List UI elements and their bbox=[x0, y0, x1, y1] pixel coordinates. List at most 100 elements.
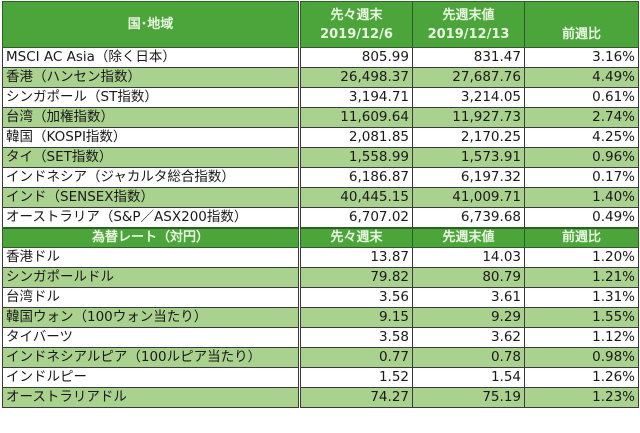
currency-name: タイバーツ bbox=[2, 327, 300, 348]
prev-header: 先週末値 2019/12/13 bbox=[412, 1, 525, 48]
prev2-value: 11,609.64 bbox=[298, 107, 413, 128]
index-name: 香港（ハンセン指数） bbox=[2, 67, 300, 88]
prev2-value: 0.77 bbox=[298, 347, 413, 368]
fx-title-header: 為替レート（対円） bbox=[2, 227, 300, 248]
prev2-value: 26,498.37 bbox=[298, 67, 413, 88]
fx-prev2-header: 先々週末 bbox=[298, 227, 413, 248]
change-value: 1.21% bbox=[524, 267, 639, 288]
currency-name: インドネシアルピア（100ルピア当たり） bbox=[2, 347, 300, 368]
change-value: 1.40% bbox=[524, 187, 639, 208]
prev-value: 41,009.71 bbox=[412, 187, 525, 208]
table-row: タイ（SET指数） 1,558.99 1,573.91 0.96% bbox=[2, 147, 639, 168]
index-name: インドネシア（ジャカルタ総合指数） bbox=[2, 167, 300, 188]
table-row: 韓国（KOSPI指数） 2,081.85 2,170.25 4.25% bbox=[2, 127, 639, 148]
table-row: インドルピー 1.52 1.54 1.26% bbox=[2, 367, 639, 388]
prev2-value: 3,194.71 bbox=[298, 87, 413, 108]
prev-value: 2,170.25 bbox=[412, 127, 525, 148]
prev2-value: 1,558.99 bbox=[298, 147, 413, 168]
table-row: タイバーツ 3.58 3.62 1.12% bbox=[2, 327, 639, 348]
currency-name: 韓国ウォン（100ウォン当たり） bbox=[2, 307, 300, 328]
currency-name: インドルピー bbox=[2, 367, 300, 388]
prev-label: 先週末値 bbox=[442, 7, 495, 23]
prev2-value: 3.58 bbox=[298, 327, 413, 348]
prev-value: 1.54 bbox=[412, 367, 525, 388]
prev-value: 6,197.32 bbox=[412, 167, 525, 188]
table-row: オーストラリアドル 74.27 75.19 1.23% bbox=[2, 387, 639, 408]
change-value: 1.31% bbox=[524, 287, 639, 308]
prev-value: 80.79 bbox=[412, 267, 525, 288]
change-value: 2.74% bbox=[524, 107, 639, 128]
currency-name: 香港ドル bbox=[2, 247, 300, 268]
table-row: 台湾ドル 3.56 3.61 1.31% bbox=[2, 287, 639, 308]
prev-date: 2019/12/13 bbox=[427, 26, 510, 42]
prev2-value: 2,081.85 bbox=[298, 127, 413, 148]
change-value: 3.16% bbox=[524, 47, 639, 68]
change-value: 0.96% bbox=[524, 147, 639, 168]
change-value: 1.20% bbox=[524, 247, 639, 268]
table-row: 韓国ウォン（100ウォン当たり） 9.15 9.29 1.55% bbox=[2, 307, 639, 328]
table-row: インドネシア（ジャカルタ総合指数） 6,186.87 6,197.32 0.17… bbox=[2, 167, 639, 188]
prev2-value: 3.56 bbox=[298, 287, 413, 308]
change-value: 1.55% bbox=[524, 307, 639, 328]
table-row: 台湾（加権指数） 11,609.64 11,927.73 2.74% bbox=[2, 107, 639, 128]
currency-name: オーストラリアドル bbox=[2, 387, 300, 408]
prev2-label: 先々週末 bbox=[330, 7, 383, 23]
change-value: 4.25% bbox=[524, 127, 639, 148]
change-value: 0.17% bbox=[524, 167, 639, 188]
index-name: 韓国（KOSPI指数） bbox=[2, 127, 300, 148]
prev-value: 75.19 bbox=[412, 387, 525, 408]
prev-value: 27,687.76 bbox=[412, 67, 525, 88]
prev-value: 3,214.05 bbox=[412, 87, 525, 108]
prev-value: 3.61 bbox=[412, 287, 525, 308]
change-value: 1.12% bbox=[524, 327, 639, 348]
index-name: インド（SENSEX指数） bbox=[2, 187, 300, 208]
change-value: 0.98% bbox=[524, 347, 639, 368]
index-name: 台湾（加権指数） bbox=[2, 107, 300, 128]
prev2-value: 74.27 bbox=[298, 387, 413, 408]
change-value: 1.23% bbox=[524, 387, 639, 408]
table-row: インドネシアルピア（100ルピア当たり） 0.77 0.78 0.98% bbox=[2, 347, 639, 368]
prev2-value: 79.82 bbox=[298, 267, 413, 288]
table-row: シンガポール（ST指数） 3,194.71 3,214.05 0.61% bbox=[2, 87, 639, 108]
prev2-value: 40,445.15 bbox=[298, 187, 413, 208]
index-name: MSCI AC Asia（除く日本） bbox=[2, 47, 300, 68]
market-summary-sheet: 国･地域 先々週末 2019/12/6 先週末値 2019/12/13 前週比 … bbox=[2, 1, 639, 408]
prev-value: 1,573.91 bbox=[412, 147, 525, 168]
prev-value: 14.03 bbox=[412, 247, 525, 268]
change-value: 4.49% bbox=[524, 67, 639, 88]
change-value: 1.26% bbox=[524, 367, 639, 388]
region-header: 国･地域 bbox=[2, 1, 300, 48]
prev-value: 9.29 bbox=[412, 307, 525, 328]
table-row: MSCI AC Asia（除く日本） 805.99 831.47 3.16% bbox=[2, 47, 639, 68]
fx-prev-header: 先週末値 bbox=[412, 227, 525, 248]
change-header: 前週比 bbox=[524, 1, 639, 48]
market-table: 国･地域 先々週末 2019/12/6 先週末値 2019/12/13 前週比 … bbox=[2, 1, 639, 408]
prev-value: 0.78 bbox=[412, 347, 525, 368]
prev2-value: 805.99 bbox=[298, 47, 413, 68]
prev-value: 831.47 bbox=[412, 47, 525, 68]
currency-name: 台湾ドル bbox=[2, 287, 300, 308]
prev2-value: 9.15 bbox=[298, 307, 413, 328]
fx-header-row: 為替レート（対円） 先々週末 先週末値 前週比 bbox=[2, 227, 639, 248]
prev2-value: 1.52 bbox=[298, 367, 413, 388]
index-name: タイ（SET指数） bbox=[2, 147, 300, 168]
table-row: 香港（ハンセン指数） 26,498.37 27,687.76 4.49% bbox=[2, 67, 639, 88]
change-value: 0.61% bbox=[524, 87, 639, 108]
stocks-header-row: 国･地域 先々週末 2019/12/6 先週末値 2019/12/13 前週比 bbox=[2, 1, 639, 48]
prev-value: 3.62 bbox=[412, 327, 525, 348]
prev-value: 6,739.68 bbox=[412, 207, 525, 229]
change-value: 0.49% bbox=[524, 207, 639, 229]
prev2-date: 2019/12/6 bbox=[320, 26, 393, 42]
index-name: オーストラリア（S&P／ASX200指数） bbox=[2, 207, 300, 229]
prev2-value: 13.87 bbox=[298, 247, 413, 268]
table-row: インド（SENSEX指数） 40,445.15 41,009.71 1.40% bbox=[2, 187, 639, 208]
prev-value: 11,927.73 bbox=[412, 107, 525, 128]
currency-name: シンガポールドル bbox=[2, 267, 300, 288]
table-row: 香港ドル 13.87 14.03 1.20% bbox=[2, 247, 639, 268]
table-row: オーストラリア（S&P／ASX200指数） 6,707.02 6,739.68 … bbox=[2, 207, 639, 229]
table-row: シンガポールドル 79.82 80.79 1.21% bbox=[2, 267, 639, 288]
index-name: シンガポール（ST指数） bbox=[2, 87, 300, 108]
prev2-value: 6,186.87 bbox=[298, 167, 413, 188]
fx-change-header: 前週比 bbox=[524, 227, 639, 248]
prev2-header: 先々週末 2019/12/6 bbox=[298, 1, 413, 48]
